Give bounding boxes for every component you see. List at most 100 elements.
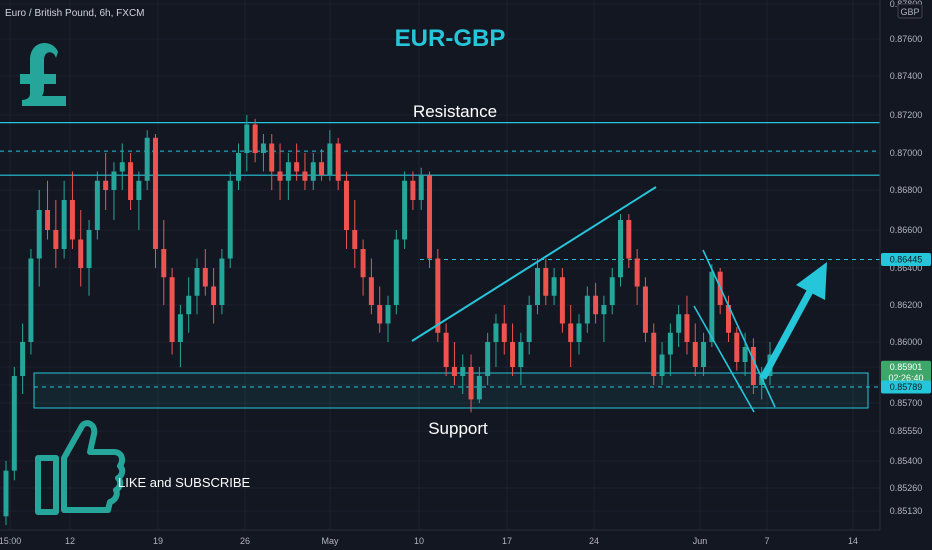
price-tick-label: 0.86400 — [890, 263, 923, 273]
time-tick-label: Jun — [693, 536, 708, 546]
candle — [626, 214, 632, 268]
currency-badge[interactable] — [897, 3, 923, 19]
svg-text:02:26:40: 02:26:40 — [888, 373, 923, 383]
candle — [725, 295, 731, 342]
candle — [360, 239, 366, 296]
time-axis — [0, 530, 932, 550]
price-tick-label: 0.87000 — [890, 148, 923, 158]
candle — [152, 134, 158, 268]
candle — [734, 327, 740, 371]
falling-wedge-lower — [693, 305, 755, 413]
candle — [285, 153, 291, 200]
price-tick-label: 0.87400 — [890, 71, 923, 81]
candle — [385, 295, 391, 342]
price-tick-label: 0.85260 — [890, 483, 923, 493]
current-price-tag: 0.85901 02:26:40 — [881, 360, 931, 385]
candle — [701, 332, 707, 376]
candle — [684, 295, 690, 355]
candle — [642, 277, 648, 342]
svg-text:0.86445: 0.86445 — [890, 254, 923, 264]
candle — [161, 220, 167, 305]
candle — [510, 323, 516, 376]
candle — [61, 180, 67, 259]
candle — [402, 171, 408, 249]
thumbs-up-icon — [35, 420, 126, 515]
price-axis — [880, 0, 932, 550]
candle — [219, 249, 225, 315]
candle — [319, 149, 325, 181]
candle — [476, 367, 482, 403]
candle — [543, 258, 549, 305]
candle — [451, 342, 457, 385]
candle — [269, 134, 275, 190]
candle — [435, 249, 441, 342]
candle — [501, 305, 507, 355]
support-zone — [33, 372, 869, 409]
candle — [53, 200, 59, 268]
candle — [568, 305, 574, 367]
price-tick-label: 0.85550 — [890, 426, 923, 436]
candle — [202, 249, 208, 296]
candle — [526, 295, 532, 355]
chart-grid — [0, 0, 880, 530]
candle — [468, 354, 474, 413]
candle — [460, 354, 466, 394]
candle — [20, 323, 26, 394]
time-tick-label: 12 — [65, 536, 75, 546]
price-tick-label: 0.87600 — [890, 34, 923, 44]
candle — [534, 258, 540, 315]
candle — [294, 143, 300, 181]
candle — [709, 264, 715, 347]
candle — [584, 286, 590, 333]
candle — [194, 258, 200, 315]
candle — [593, 282, 599, 324]
candle — [277, 143, 283, 200]
candle — [676, 305, 682, 347]
support-label: Support — [428, 419, 488, 438]
candlestick-series — [3, 115, 773, 526]
candle — [418, 167, 424, 210]
candle — [559, 268, 565, 333]
candle — [86, 220, 92, 296]
candle — [28, 249, 34, 355]
candle — [128, 153, 134, 210]
candle — [169, 268, 175, 355]
candle — [343, 171, 349, 249]
time-tick-label: 24 — [589, 536, 599, 546]
price-tick-label: 0.86200 — [890, 300, 923, 310]
candle — [144, 130, 150, 190]
candle — [634, 249, 640, 305]
candle — [427, 171, 433, 268]
candle — [327, 130, 333, 181]
candle — [485, 332, 491, 385]
candle — [36, 190, 42, 287]
lower-level-tag: 0.85789 — [881, 380, 931, 394]
candle — [119, 143, 125, 190]
chart-title: EUR-GBP — [395, 25, 506, 52]
candle — [335, 137, 341, 190]
candle — [410, 171, 416, 210]
candle — [244, 115, 250, 172]
candle — [692, 323, 698, 376]
candle — [302, 153, 308, 190]
price-tick-label: 0.86000 — [890, 337, 923, 347]
resistance-label: Resistance — [413, 102, 497, 121]
svg-text:0.85789: 0.85789 — [890, 382, 923, 392]
time-tick-label: 7 — [764, 536, 769, 546]
candle — [103, 153, 109, 210]
candle — [260, 134, 266, 172]
candle — [94, 171, 100, 240]
price-tick-label: 0.85130 — [890, 506, 923, 516]
candle — [136, 171, 142, 230]
upper-level-tag: 0.86445 — [881, 252, 931, 266]
candle — [45, 180, 51, 240]
time-tick-label: 14 — [848, 536, 858, 546]
candle — [252, 118, 258, 163]
candle — [377, 286, 383, 333]
price-tick-label: 0.85400 — [890, 456, 923, 466]
candle — [667, 323, 673, 376]
candle — [609, 268, 615, 315]
candle — [759, 367, 765, 400]
